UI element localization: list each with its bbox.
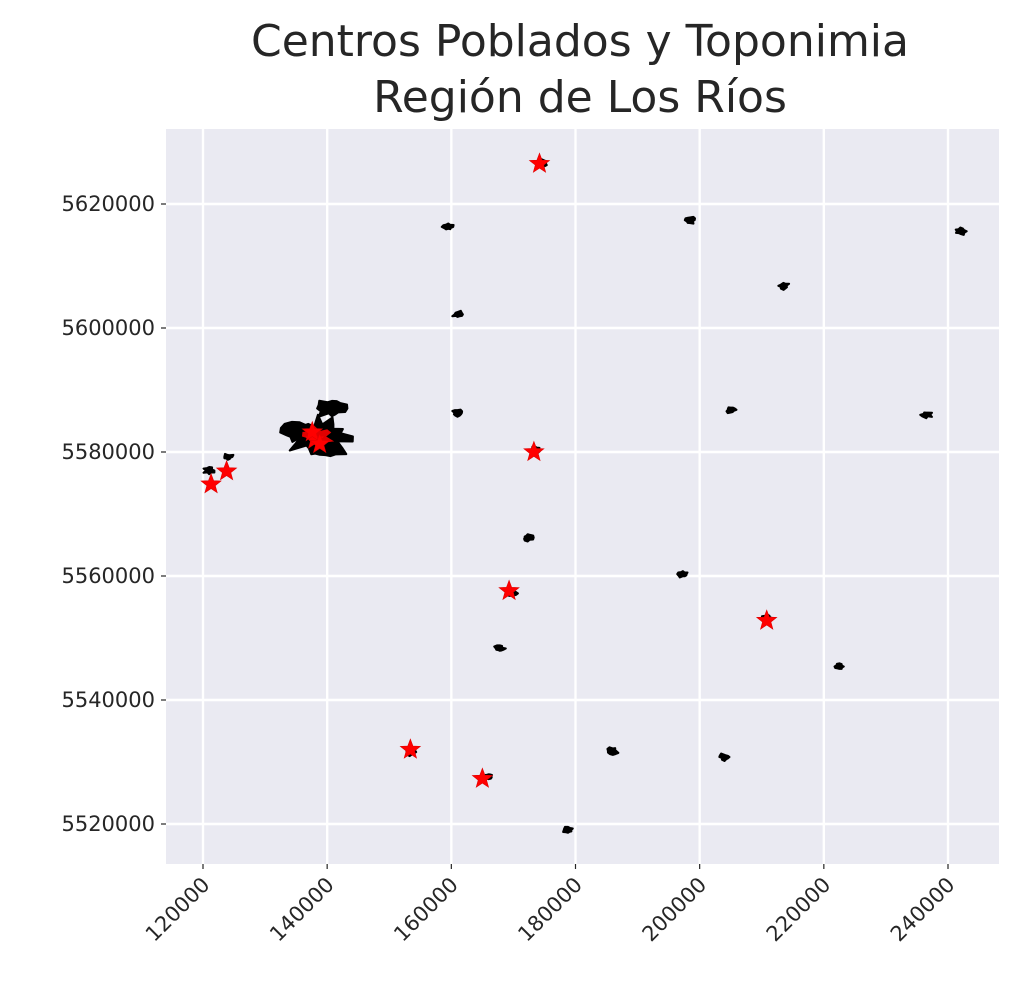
toponym-marker-1 — [301, 420, 324, 442]
y-tick-label-1: 5540000 — [61, 688, 155, 712]
toponym-markers — [200, 152, 778, 788]
toponym-marker-5 — [528, 152, 551, 173]
y-tick-label-5: 5620000 — [61, 192, 155, 216]
x-tick-label-6: 240000 — [886, 873, 960, 947]
x-tick-label-3: 180000 — [513, 873, 587, 947]
toponym-marker-8 — [755, 609, 778, 630]
settlement-polygon-4 — [451, 309, 464, 318]
toponym-marker-2 — [308, 432, 331, 454]
map-title-line-2: Región de Los Ríos — [373, 72, 787, 123]
toponym-marker-4 — [215, 459, 238, 481]
settlement-polygon-18 — [833, 662, 845, 670]
toponym-marker-7 — [498, 579, 520, 601]
settlement-polygon-3 — [440, 222, 455, 231]
x-tick-label-1: 140000 — [265, 873, 339, 947]
settlement-polygon-9 — [954, 226, 968, 236]
settlement-polygon-17 — [493, 644, 507, 652]
settlement-polygon-10 — [725, 406, 738, 415]
y-tick-label-0: 5520000 — [61, 812, 155, 836]
x-tick-label-5: 220000 — [762, 873, 836, 947]
settlement-polygon-20 — [606, 746, 620, 756]
x-tick-label-2: 160000 — [389, 873, 463, 947]
y-axis: 5520000 5540000 5560000 5580000 5600000 56200… — [61, 192, 166, 836]
settlement-polygon-5 — [451, 408, 464, 418]
settlement-polygon-1 — [202, 466, 216, 476]
toponym-marker-3 — [200, 472, 222, 494]
x-tick-label-0: 120000 — [141, 873, 215, 947]
settlement-polygon-23 — [562, 825, 574, 834]
settlement-polygon-7 — [683, 215, 696, 225]
settlement-polygon-11 — [919, 411, 933, 420]
toponym-marker-10 — [471, 767, 494, 788]
settlement-polygon-21 — [718, 752, 731, 762]
settlement-polygon-14 — [676, 570, 689, 579]
x-axis: 120000 140000 160000 180000 200000 220000 2400… — [141, 864, 960, 946]
x-tick-label-4: 200000 — [638, 873, 712, 947]
toponym-marker-6 — [523, 440, 545, 462]
settlement-polygon-8 — [777, 281, 791, 291]
settlement-polygon-2 — [223, 452, 235, 461]
toponym-marker-9 — [399, 738, 422, 759]
y-tick-label-4: 5600000 — [61, 316, 155, 340]
y-tick-label-3: 5580000 — [61, 440, 155, 464]
map-title-line-1: Centros Poblados y Toponimia — [251, 16, 909, 67]
grid — [166, 129, 999, 864]
y-tick-label-2: 5560000 — [61, 564, 155, 588]
plot-area — [166, 129, 999, 864]
settlement-polygon-13 — [523, 533, 535, 543]
